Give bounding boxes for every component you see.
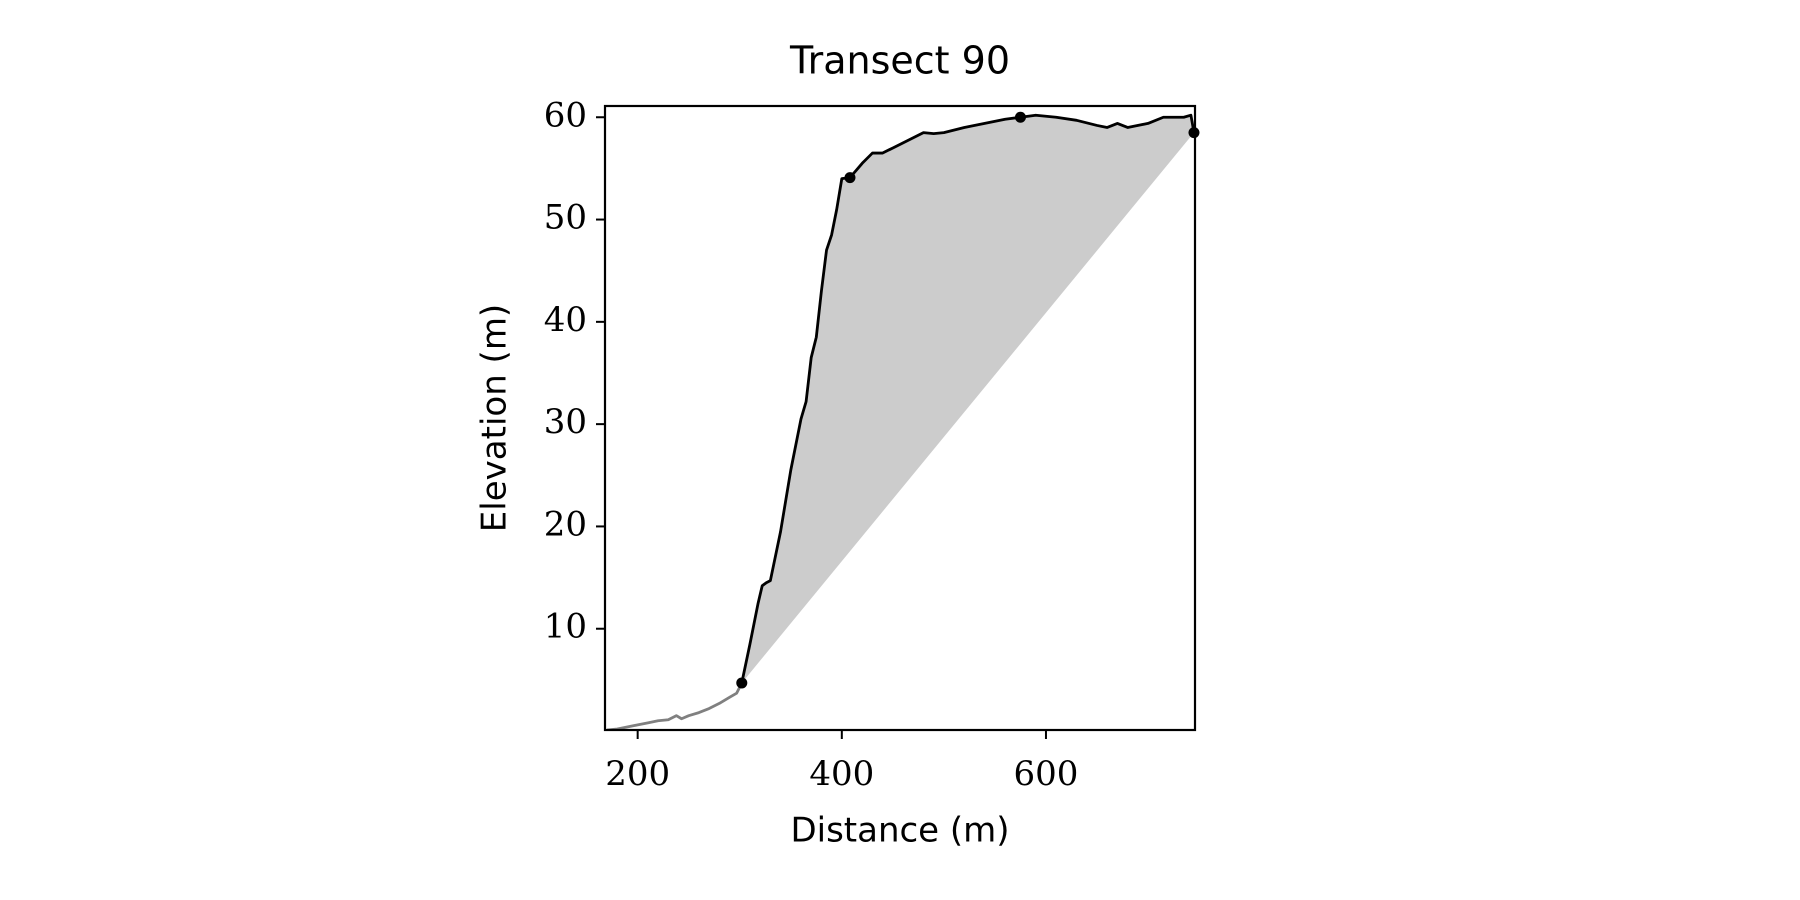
y-tick-label: 10 — [544, 607, 587, 647]
y-tick-label: 60 — [544, 95, 587, 135]
x-tick-label: 400 — [809, 754, 874, 794]
point-marker — [1014, 111, 1026, 123]
fill-area — [741, 115, 1194, 683]
point-marker — [736, 677, 748, 689]
chart-title: Transect 90 — [789, 39, 1010, 83]
x-tick-label: 600 — [1014, 754, 1079, 794]
plot-frame — [603, 104, 1197, 732]
x-tick-label: 200 — [605, 754, 670, 794]
x-axis-label: Distance (m) — [790, 811, 1009, 851]
profile-line — [740, 113, 1195, 684]
y-tick-label: 30 — [544, 402, 587, 442]
y-axis-label: Elevation (m) — [475, 304, 515, 532]
profile-line — [606, 682, 744, 730]
y-tick-label: 20 — [544, 504, 587, 544]
y-tick-label: 40 — [544, 300, 587, 340]
point-marker — [844, 172, 856, 184]
y-tick-label: 50 — [544, 198, 587, 238]
